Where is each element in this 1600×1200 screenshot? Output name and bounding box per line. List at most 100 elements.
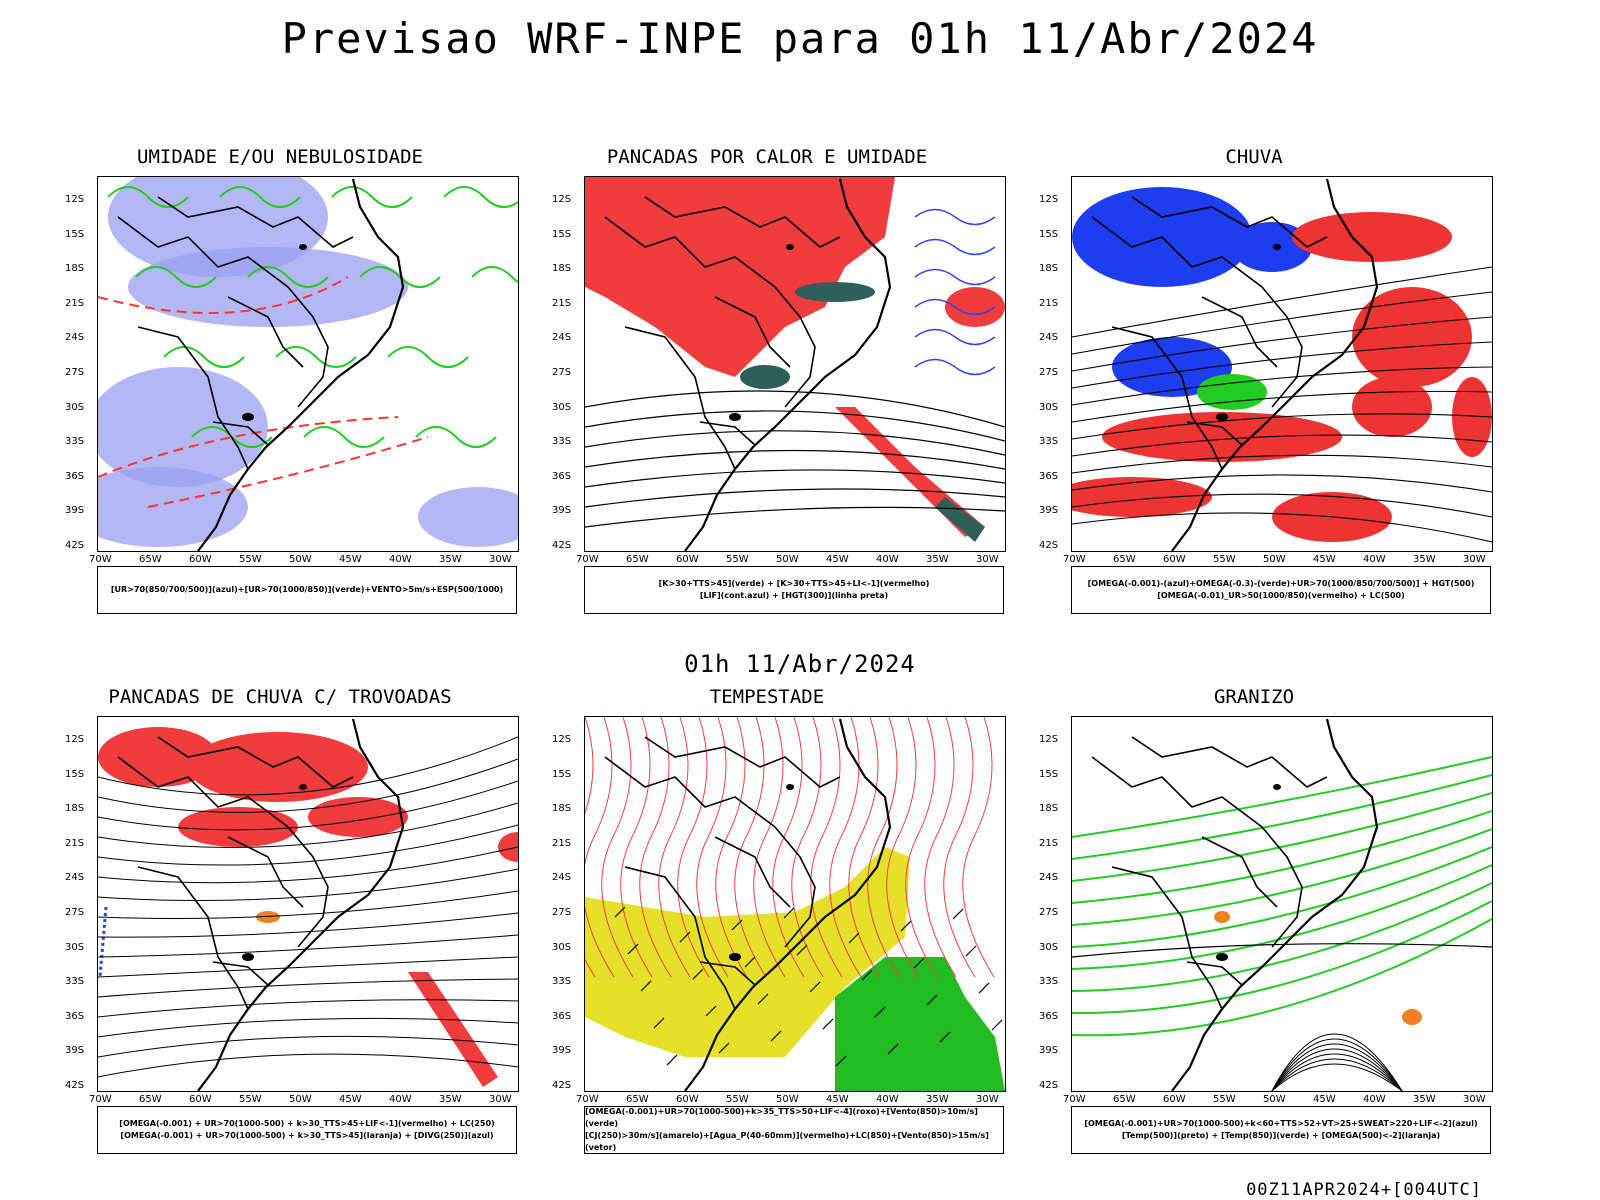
latitude-tick-label: 33S — [552, 436, 572, 448]
longitude-tick-label: 45W — [826, 1094, 849, 1105]
panel-title: TEMPESTADE — [709, 686, 825, 708]
longitude-tick-label: 50W — [289, 554, 312, 565]
latitude-tick-label: 21S — [552, 297, 572, 309]
map-area — [1071, 716, 1493, 1092]
latitude-tick-label: 24S — [552, 872, 572, 884]
latitude-tick-label: 24S — [552, 332, 572, 344]
map-svg — [585, 717, 1005, 1091]
latitude-tick-label: 33S — [552, 976, 572, 988]
longitude-tick-label: 60W — [676, 1094, 699, 1105]
latitude-tick-label: 12S — [552, 734, 572, 745]
latitude-tick-label: 30S — [1039, 941, 1059, 953]
longitude-tick-label: 35W — [439, 554, 462, 565]
latitude-tick-label: 39S — [1039, 505, 1059, 517]
latitude-tick-label: 12S — [552, 194, 572, 205]
latitude-tick-label: 39S — [65, 505, 85, 517]
latitude-tick-label: 15S — [1039, 768, 1059, 780]
latitude-tick-label: 30S — [552, 941, 572, 953]
longitude-tick-label: 70W — [89, 1094, 112, 1105]
latitude-tick-label: 15S — [65, 768, 85, 780]
longitude-tick-label: 65W — [1113, 1094, 1136, 1105]
panel-legend: [UR>70(850/700/500)](azul)+[UR>70(1000/8… — [97, 566, 517, 614]
latitude-tick-label: 27S — [65, 367, 85, 378]
latitude-tick-label: 42S — [1039, 540, 1059, 551]
forecast-time-label: 01h 11/Abr/2024 — [684, 650, 916, 678]
latitude-tick-label: 30S — [1039, 401, 1059, 413]
legend-line: [OMEGA(-0.001)+UR>70(1000-500)+k<60+TTS>… — [1084, 1119, 1478, 1128]
latitude-tick-label: 27S — [65, 907, 85, 918]
longitude-tick-label: 40W — [876, 554, 899, 565]
longitude-tick-label: 40W — [389, 554, 412, 565]
longitude-tick-label: 65W — [626, 554, 649, 565]
longitude-tick-label: 50W — [776, 1094, 799, 1105]
panel-umidade: UMIDADE E/OU NEBULOSIDADE 12S 15S 18S 21S 24S… — [45, 146, 519, 616]
latitude-tick-label: 21S — [1039, 297, 1059, 309]
longitude-tick-label: 70W — [1063, 554, 1086, 565]
longitude-tick-label: 40W — [389, 1094, 412, 1105]
latitude-tick-label: 24S — [1039, 332, 1059, 344]
longitude-tick-label: 70W — [576, 554, 599, 565]
panel-legend: [OMEGA(-0.001)+UR>70(1000-500)+k>35_TTS>… — [584, 1106, 1004, 1154]
panel-title: PANCADAS POR CALOR E UMIDADE — [606, 146, 928, 168]
latitude-tick-label: 36S — [65, 470, 85, 482]
longitude-tick-label: 70W — [1063, 1094, 1086, 1105]
latitude-tick-label: 42S — [552, 540, 572, 551]
legend-line: [LIF](cont.azul) + [HGT(300)](linha pret… — [699, 591, 889, 600]
latitude-tick-label: 36S — [552, 1010, 572, 1022]
longitude-tick-label: 45W — [339, 554, 362, 565]
latitude-tick-label: 42S — [65, 1080, 85, 1091]
longitude-tick-label: 70W — [576, 1094, 599, 1105]
longitude-tick-label: 55W — [239, 1094, 262, 1105]
panel-chuva: CHUVA 12S 15S 18S 21S 24S 27S 30S 33S 36S 39S 42S 70… — [1019, 146, 1493, 616]
latitude-tick-label: 27S — [1039, 367, 1059, 378]
longitude-tick-label: 50W — [776, 554, 799, 565]
latitude-tick-label: 24S — [65, 332, 85, 344]
map-area — [584, 176, 1006, 552]
latitude-tick-label: 12S — [1039, 194, 1059, 205]
map-area — [584, 716, 1006, 1092]
latitude-tick-label: 39S — [552, 1045, 572, 1057]
map-area — [97, 716, 519, 1092]
latitude-tick-label: 30S — [65, 401, 85, 413]
panel-title: PANCADAS DE CHUVA C/ TROVOADAS — [108, 686, 452, 708]
longitude-tick-label: 30W — [1463, 1094, 1486, 1105]
latitude-tick-label: 33S — [1039, 436, 1059, 448]
latitude-tick-label: 21S — [1039, 837, 1059, 849]
latitude-tick-label: 21S — [65, 297, 85, 309]
latitude-tick-label: 18S — [552, 263, 572, 275]
latitude-tick-label: 36S — [1039, 1010, 1059, 1022]
longitude-tick-label: 35W — [1413, 1094, 1436, 1105]
latitude-tick-label: 27S — [552, 367, 572, 378]
longitude-tick-label: 60W — [1163, 554, 1186, 565]
longitude-tick-label: 35W — [1413, 554, 1436, 565]
latitude-tick-label: 12S — [65, 194, 85, 205]
latitude-tick-label: 12S — [65, 734, 85, 745]
panel-pancadas-trovoadas: PANCADAS DE CHUVA C/ TROVOADAS 12S 15S 18S 2… — [45, 686, 519, 1156]
panel-granizo: GRANIZO 12S 15S 18S 21S 24S 27S 30S 33S 36S 39S 42S… — [1019, 686, 1493, 1156]
longitude-tick-label: 60W — [676, 554, 699, 565]
longitude-tick-label: 65W — [139, 554, 162, 565]
latitude-tick-label: 18S — [552, 803, 572, 815]
longitude-tick-label: 30W — [489, 554, 512, 565]
latitude-tick-label: 15S — [552, 768, 572, 780]
legend-line: [OMEGA(-0.01)_UR>50(1000/850)(vermelho) … — [1157, 591, 1405, 600]
longitude-tick-label: 45W — [1313, 1094, 1336, 1105]
longitude-tick-label: 60W — [189, 554, 212, 565]
longitude-tick-label: 65W — [1113, 554, 1136, 565]
latitude-tick-label: 42S — [552, 1080, 572, 1091]
legend-line: [Temp(500)](preto) + [Temp(850)](verde) … — [1121, 1131, 1441, 1140]
longitude-tick-label: 65W — [139, 1094, 162, 1105]
latitude-tick-label: 33S — [1039, 976, 1059, 988]
latitude-tick-label: 33S — [65, 436, 85, 448]
latitude-tick-label: 18S — [65, 263, 85, 275]
longitude-tick-label: 55W — [726, 1094, 749, 1105]
longitude-tick-label: 40W — [1363, 554, 1386, 565]
longitude-tick-label: 55W — [726, 554, 749, 565]
map-svg — [1072, 718, 1492, 1091]
panel-tempestade: TEMPESTADE 12S 15S 18S 21S 24S 27S 30S 33S 36S 39S… — [532, 686, 1006, 1156]
latitude-tick-label: 27S — [552, 907, 572, 918]
longitude-tick-label: 35W — [926, 1094, 949, 1105]
map-area — [1071, 176, 1493, 552]
longitude-tick-label: 40W — [876, 1094, 899, 1105]
latitude-tick-label: 18S — [1039, 803, 1059, 815]
